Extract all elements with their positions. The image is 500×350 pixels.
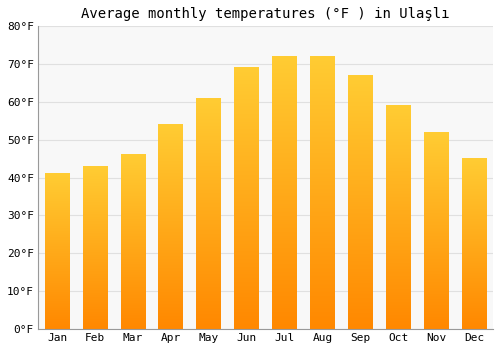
Title: Average monthly temperatures (°F ) in Ulaşlı: Average monthly temperatures (°F ) in Ul…: [82, 7, 450, 21]
